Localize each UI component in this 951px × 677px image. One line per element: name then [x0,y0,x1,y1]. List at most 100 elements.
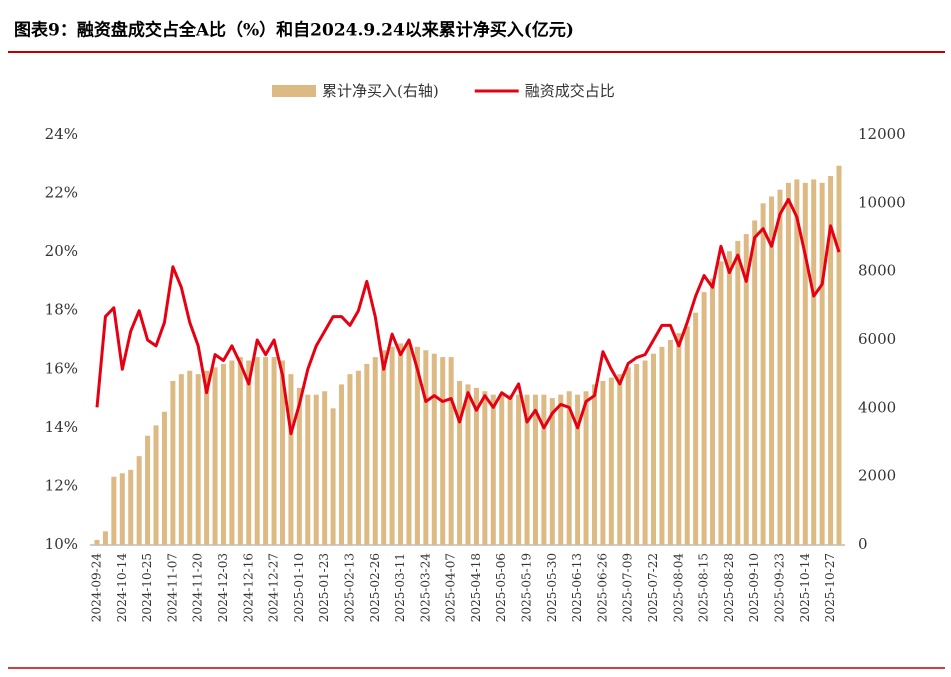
bar [389,346,395,545]
bar [414,346,420,545]
bar [667,340,673,545]
bar [212,367,218,545]
bar [541,394,547,545]
x-tick-label: 2025-06-26 [595,553,609,622]
chart-title: 图表9：融资盘成交占全A比（%）和自2024.9.24以来累计净买入(亿元) [14,20,574,41]
bar [490,394,496,545]
bar [288,374,294,545]
y2-tick-label: 12000 [858,125,906,143]
bar [625,367,631,545]
line [95,197,841,436]
bar [246,360,252,545]
bar [161,411,167,545]
bar [313,394,319,545]
legend-swatch [272,85,316,97]
bar [229,360,235,545]
bar [532,394,538,545]
x-tick-label: 2025-09-23 [772,553,786,622]
y-tick-label: 16% [45,359,78,377]
y2-tick-label: 6000 [858,330,896,348]
y-tick-label: 10% [45,535,78,553]
bar [111,476,117,545]
x-tick-label: 2025-02-13 [342,553,356,622]
bar [760,203,766,546]
y-tick-label: 22% [45,184,78,202]
y-tick-label: 12% [45,476,78,494]
bar [794,179,800,545]
bar [642,360,648,545]
bar [718,261,724,545]
x-tick-label: 2025-10-27 [823,553,837,622]
x-tick-label: 2024-11-20 [191,553,205,622]
bar [220,363,226,545]
x-tick-label: 2025-02-26 [368,553,382,622]
bar [457,381,463,545]
y2-tick-label: 0 [858,535,868,553]
bar [819,182,825,546]
x-tick-label: 2025-03-11 [393,553,407,622]
legend-label: 累计净买入(右轴) [322,82,439,100]
bar [465,384,471,545]
y2-tick-label: 10000 [858,193,906,211]
x-tick-label: 2025-08-28 [722,553,736,622]
x-tick-label: 2025-08-04 [671,553,685,623]
bar [431,353,437,545]
bar [102,531,108,545]
x-tick-label: 2025-03-24 [418,553,432,623]
bar [296,387,302,545]
y-tick-label: 24% [45,125,78,143]
x-tick-label: 2025-09-10 [747,553,761,622]
bar [423,350,429,545]
bar [752,220,758,545]
x-tick-label: 2025-04-18 [469,553,483,622]
bar [153,425,159,545]
y2-tick-label: 4000 [858,398,896,416]
x-tick-label: 2024-12-03 [216,553,230,622]
bar [684,326,690,545]
bar [398,343,404,545]
bar [322,391,328,545]
bar [516,394,522,545]
bar [305,394,311,545]
bar [136,456,142,545]
x-tick-label: 2025-10-14 [798,553,812,623]
bar [785,182,791,546]
bar [769,196,775,545]
bar [94,539,100,545]
bar [448,357,454,545]
bar [119,473,125,545]
bar [743,234,749,546]
bar [591,384,597,545]
bar [237,357,243,545]
bar [726,251,732,545]
x-tick-label: 2025-08-15 [697,553,711,622]
x-tick-label: 2025-05-06 [494,553,508,622]
bar [187,370,193,545]
bar [634,363,640,545]
bar [710,278,716,545]
bar [372,357,378,545]
x-tick-label: 2025-05-19 [520,553,534,622]
bar [583,391,589,545]
bar [347,374,353,545]
y2-tick-label: 2000 [858,467,896,485]
bar [549,398,555,545]
y2-tick-label: 8000 [858,262,896,280]
bar [575,394,581,545]
bar [600,381,606,545]
bar [482,391,488,545]
x-tick-label: 2024-11-07 [165,553,179,622]
bar [651,353,656,545]
x-tick-label: 2025-05-30 [545,553,559,622]
x-tick-label: 2024-12-27 [267,553,281,622]
bar [440,357,446,545]
bar [128,469,134,545]
y-tick-label: 20% [45,242,78,260]
x-tick-label: 2025-07-22 [646,553,660,622]
bar [339,384,345,545]
bar [364,363,370,545]
bar [473,387,479,545]
bar [735,240,741,545]
x-tick-label: 2025-04-07 [444,553,458,622]
bar [659,346,665,545]
